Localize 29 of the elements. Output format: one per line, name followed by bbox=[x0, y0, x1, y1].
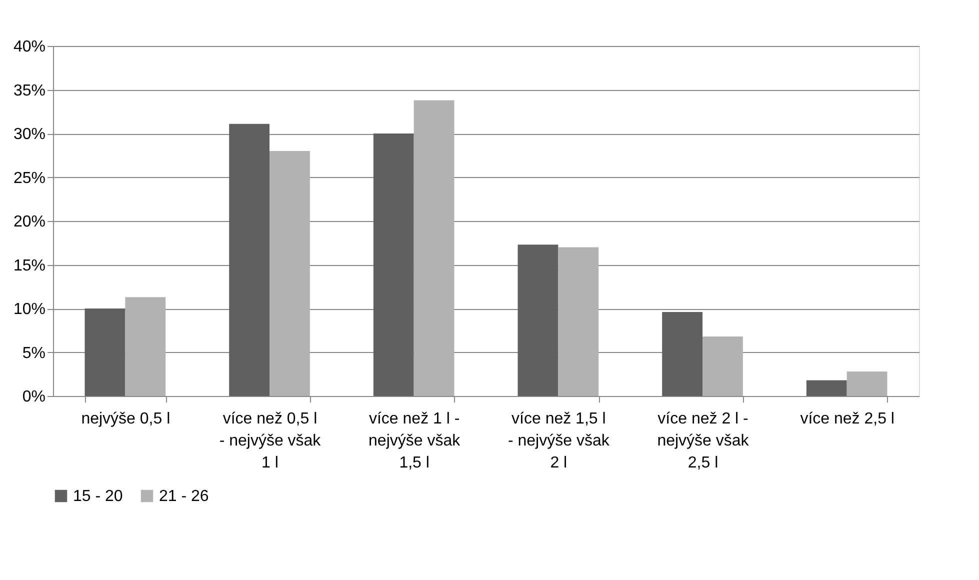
x-tick-label: nejvýše 0,5 l bbox=[81, 410, 170, 428]
y-tick-label: 15% bbox=[13, 257, 46, 274]
bar bbox=[846, 372, 888, 396]
bar bbox=[125, 297, 166, 396]
legend-label: 21 - 26 bbox=[159, 488, 209, 505]
y-tick-label: 10% bbox=[13, 301, 46, 318]
y-tick-label: 20% bbox=[13, 214, 46, 230]
y-tick-label: 35% bbox=[13, 82, 46, 100]
bar bbox=[702, 336, 743, 396]
y-tick-label: 25% bbox=[13, 170, 46, 187]
x-tick-label: více než 2,5 l bbox=[800, 410, 894, 428]
bar bbox=[84, 308, 126, 396]
bar bbox=[558, 247, 599, 396]
bar bbox=[270, 151, 310, 396]
bar bbox=[373, 134, 414, 396]
x-tick-label: více než 0,5 l - nejvýše však 1 l bbox=[219, 410, 322, 472]
bar bbox=[806, 380, 847, 396]
bar bbox=[414, 100, 454, 396]
y-tick-label: 5% bbox=[22, 344, 46, 362]
y-tick-label: 0% bbox=[22, 388, 46, 406]
y-tick-label: 30% bbox=[13, 126, 46, 143]
bar bbox=[662, 312, 702, 396]
x-tick-label: více než 1,5 l - nejvýše však 2 l bbox=[508, 410, 610, 472]
y-tick-label: 40% bbox=[13, 38, 46, 56]
bar bbox=[518, 244, 558, 396]
x-tick-label: více než 1 l - nejvýše však 1,5 l bbox=[368, 410, 462, 472]
legend-label: 15 - 20 bbox=[73, 488, 123, 505]
x-tick-label: více než 2 l - nejvýše však 2,5 l bbox=[657, 410, 750, 472]
bar bbox=[229, 124, 270, 396]
